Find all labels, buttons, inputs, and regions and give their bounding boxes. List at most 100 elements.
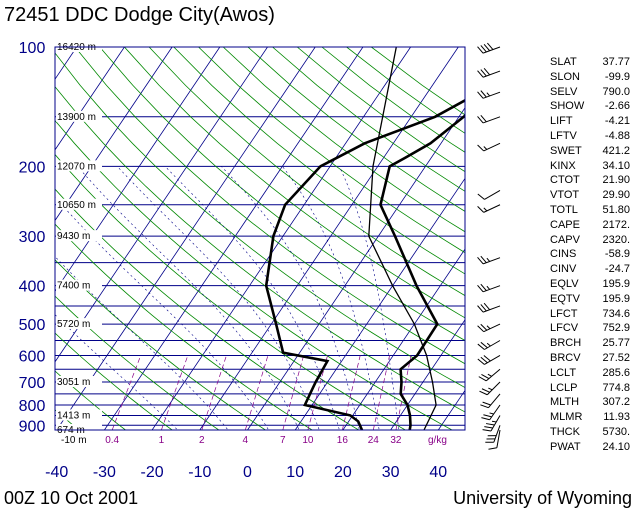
wind-barb-flag: [483, 68, 491, 76]
index-row-thck: THCK 5730.: [550, 425, 630, 440]
wind-barb-flag: [480, 45, 487, 53]
index-name: KINX: [550, 159, 576, 172]
mixing-ratio-1: [161, 355, 189, 430]
isotherm-10: [294, 177, 465, 430]
pressure-label-800: 800: [19, 398, 46, 415]
wind-barb-925: [488, 429, 501, 450]
index-value: 5730.: [602, 425, 630, 438]
wind-barb-flag: [477, 343, 485, 350]
dry-adiabat-40: [55, 153, 406, 430]
isotherm-30: [390, 319, 465, 430]
height-label-150: 13900 m: [57, 112, 96, 123]
index-name: MLTH: [550, 396, 580, 409]
wind-barb-flag: [477, 193, 485, 200]
mixing-ratio-0.4: [111, 355, 142, 430]
height-label-bg: [56, 230, 102, 242]
moist-adiabat-26: [221, 166, 360, 430]
mixing-ratio-label-16: 16: [337, 435, 349, 446]
index-value: 11.93: [603, 411, 630, 424]
index-row-cins: CINS -58.9: [550, 247, 630, 262]
index-name: CINV: [550, 263, 577, 276]
height-label-700: 3051 m: [57, 377, 90, 388]
wind-barb-flag: [481, 417, 490, 421]
wind-barb-staff: [482, 285, 501, 293]
index-row-ctot: CTOT 21.90: [550, 173, 630, 188]
height-label-300: 9430 m: [57, 231, 90, 242]
wind-barb-700: [479, 381, 501, 396]
wind-barb-flag: [477, 325, 485, 333]
wind-barb-half-flag: [486, 257, 491, 262]
height-label-400: 7400 m: [57, 281, 90, 292]
temperature-tick--40: -40: [45, 464, 68, 481]
height-label-bg: [56, 318, 102, 330]
height-label-bg: [56, 409, 102, 421]
parcel-trace-line: [368, 47, 437, 430]
index-value: -58.9: [604, 248, 630, 261]
mixing-ratio-16: [341, 355, 361, 430]
wind-barb-flag: [477, 46, 484, 54]
wind-barb-half-flag: [483, 207, 488, 212]
index-row-pwat: PWAT 24.10: [550, 440, 630, 455]
index-value: 29.90: [602, 189, 630, 202]
index-row-capv: CAPV 2320.: [550, 233, 630, 248]
dry-adiabat-80: [74, 47, 465, 365]
dry-adiabat-30: [55, 188, 359, 430]
wind-barb-flag: [478, 376, 487, 382]
dry-adiabat-60: [55, 86, 465, 413]
index-name: THCK: [550, 425, 580, 438]
height-label-bg: [56, 376, 102, 388]
wind-barb-staff: [483, 142, 501, 152]
wind-barb-500: [477, 323, 501, 333]
height-label-250: 10650 m: [57, 200, 96, 211]
index-row-kinx: KINX 34.10: [550, 159, 630, 174]
index-name: LFCV: [550, 322, 579, 335]
moist-adiabat--10: [55, 314, 177, 430]
index-row-mlth: MLTH 307.2: [550, 395, 630, 410]
mixing-ratio-unit: g/kg: [428, 435, 447, 446]
index-value: 27.52: [602, 351, 630, 364]
dry-adiabat-110: [148, 47, 465, 297]
wind-barb-staff: [482, 70, 501, 78]
index-name: CTOT: [550, 174, 580, 187]
pressure-label-600: 600: [19, 348, 46, 365]
index-name: BRCH: [550, 337, 582, 350]
index-value: 195.9: [602, 277, 630, 290]
wind-barb-800: [481, 404, 501, 421]
wind-barb-flag: [480, 255, 487, 263]
index-name: VTOT: [550, 189, 580, 202]
index-name: BRCV: [550, 351, 581, 364]
height-label-bg: [56, 110, 102, 122]
wind-barb-400: [477, 283, 501, 293]
index-value: 774.8: [602, 381, 630, 394]
temperature-tick-40: 40: [429, 464, 447, 481]
mixing-ratio-32: [395, 355, 412, 430]
mixing-ratio-7: [282, 355, 304, 430]
wind-barb-flag: [483, 414, 492, 418]
mixing-ratio-label-0.4: 0.4: [105, 435, 119, 446]
wind-barb-half-flag: [488, 387, 493, 391]
bottom-height-label: -10 m: [61, 435, 87, 446]
index-name: CAPE: [550, 218, 580, 231]
height-label-bg: [56, 279, 102, 291]
wind-barb-850: [482, 415, 501, 432]
dry-adiabat-130: [198, 47, 465, 254]
wind-barb-175: [477, 142, 501, 152]
wind-barb-staff: [483, 204, 501, 213]
wind-barb-650: [478, 368, 501, 382]
wind-barb-flag: [480, 69, 487, 77]
wind-barb-flag: [477, 285, 484, 293]
wind-barb-flag: [480, 323, 488, 331]
index-row-totl: TOTL 51.80: [550, 203, 630, 218]
index-name: CINS: [550, 248, 577, 261]
index-row-slat: SLAT 37.77: [550, 55, 630, 70]
dry-adiabat-50: [55, 119, 453, 430]
mixing-ratio-2: [201, 355, 227, 430]
wind-barb-250: [477, 204, 501, 213]
height-label-850: 1413 m: [57, 410, 90, 421]
pressure-label-300: 300: [19, 229, 46, 246]
wind-barb-340: [477, 255, 501, 265]
wind-barb-flag: [477, 144, 485, 152]
index-value: 790.0: [602, 85, 630, 98]
index-value: 752.9: [602, 322, 630, 335]
wind-barb-staff: [488, 393, 501, 409]
